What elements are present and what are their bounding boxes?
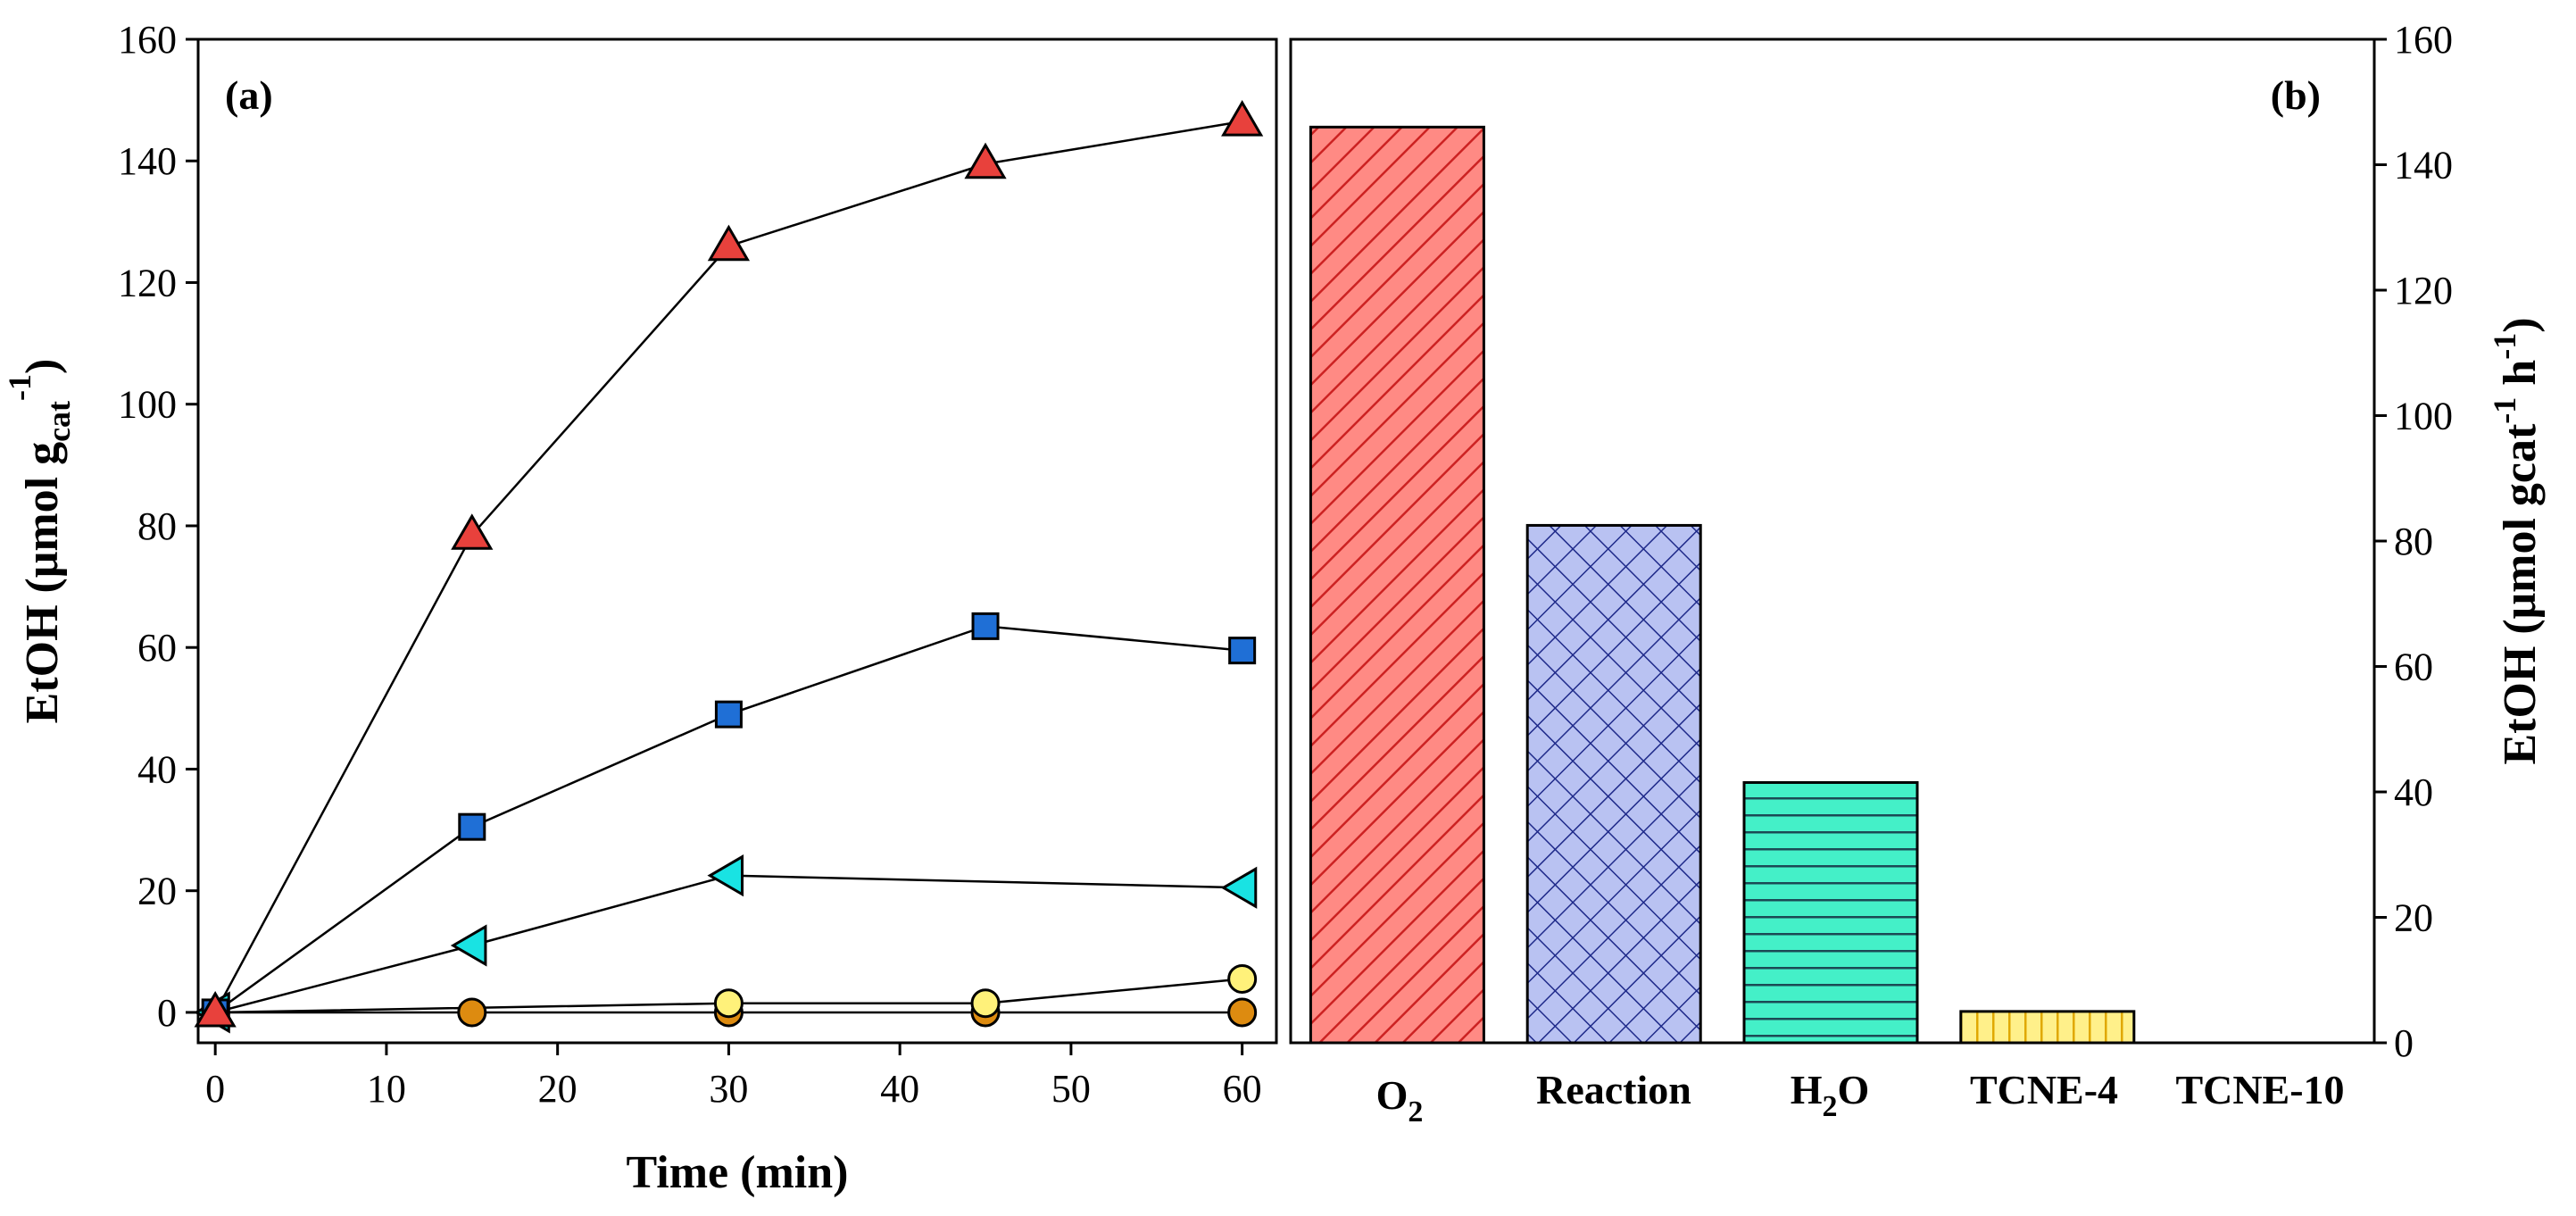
y-axis-title-b-sup1: -1 [2487,397,2522,424]
data-point [451,513,494,550]
plot-frame-a [196,37,1278,1045]
x-tick-label-a: 0 [205,1067,225,1111]
y-axis-title-b-main: EtOH (μmol gcat [2495,423,2546,765]
y-tick-label-a: 40 [137,747,177,791]
series-line [214,874,1242,1014]
y-axis-title-a: EtOH (μmol gcat-1) [2,359,77,724]
data-point [970,988,1001,1019]
y-tick-label-a: 120 [118,261,177,304]
bar-hatch [1744,782,1917,1043]
y-tick-label-a: 0 [157,991,177,1035]
y-tick-label-b: 80 [2394,520,2433,563]
x-tick-label-a: 20 [538,1067,578,1111]
y-axis-title-b-close: ) [2495,317,2546,332]
bar-hatch [1527,525,1701,1043]
bar-hatch [1960,1011,2134,1043]
y-tick-label-a: 80 [137,504,177,548]
y-tick-label-b: 120 [2394,269,2453,312]
y-tick-label-a: 20 [137,870,177,913]
x-tick-label-a: 30 [709,1067,748,1111]
y-tick-label-b: 140 [2394,144,2453,187]
bar-outline [1742,780,1919,1045]
y-axis-title-a-main: EtOH (μmol g [17,442,68,723]
data-point [1227,997,1258,1028]
series-markers-a [194,99,1264,1034]
data-point [450,924,487,967]
bars-b [1309,125,2136,1045]
y-axis-title-a-close: ) [17,359,68,374]
bar-outline [1525,523,1702,1045]
y-ticks-a: 0 20 40 60 80 100 120 140 160 [118,18,198,1035]
y-tick-label-a: 140 [118,139,177,183]
category-label-o2: O2 [1376,1072,1424,1129]
y-tick-label-b: 20 [2394,896,2433,940]
y-tick-label-b: 160 [2394,18,2453,62]
category-label-o2-sub: 2 [1408,1095,1423,1129]
data-point [971,612,1000,640]
x-axis-title-a: Time (min) [627,1147,849,1198]
data-point [707,854,744,897]
x-tick-label-a: 40 [880,1067,919,1111]
panel-label-a: (a) [225,72,273,118]
data-point [964,142,1007,179]
y-ticks-b: 0 20 40 60 80 100 120 140 160 [2374,18,2453,1065]
y-tick-label-b: 0 [2394,1021,2414,1065]
y-tick-label-b: 40 [2394,770,2433,814]
y-axis-title-b: EtOH (μmol gcat-1 h-1) [2487,317,2546,764]
data-point [707,224,751,262]
category-label-reaction: Reaction [1536,1067,1691,1112]
y-tick-label-a: 60 [137,626,177,670]
x-tick-label-a: 60 [1223,1067,1262,1111]
y-tick-label-b: 100 [2394,395,2453,438]
category-label-tcne-10: TCNE-10 [2175,1067,2344,1112]
data-point [194,990,237,1028]
data-point [713,988,744,1019]
category-label-h2o-sub: 2 [1823,1090,1838,1123]
series-line [214,625,1242,1013]
bar-outline [1959,1010,2136,1045]
y-tick-label-b: 60 [2394,645,2433,689]
y-tick-label-a: 160 [118,18,177,62]
category-label-h2o-tail: O [1838,1067,1870,1112]
data-point [458,812,486,841]
data-point [457,997,487,1028]
category-label-tcne-4: TCNE-4 [1970,1067,2118,1112]
bar-hatch [1310,127,1484,1044]
y-axis-title-b-mid: h [2495,360,2546,397]
y-axis-title-a-sub: cat [41,401,77,442]
data-point [1221,99,1264,137]
category-label-o2-main: O [1376,1072,1408,1118]
category-label-h2o-main: H [1791,1067,1823,1112]
category-label-h2o: H2O [1791,1067,1870,1123]
x-tick-label-a: 10 [367,1067,406,1111]
data-point [1228,637,1257,665]
bar-outline [1309,125,1485,1045]
data-point [1220,866,1258,909]
y-axis-title-a-sup: -1 [2,374,37,401]
y-tick-label-a: 100 [118,383,177,427]
y-axis-title-b-sup2: -1 [2487,333,2522,360]
x-ticks-a: 0 10 20 30 40 50 60 [205,1043,1262,1111]
panel-label-b: (b) [2271,72,2321,118]
data-point [714,700,743,729]
x-tick-label-a: 50 [1051,1067,1091,1111]
data-point [1227,963,1258,994]
